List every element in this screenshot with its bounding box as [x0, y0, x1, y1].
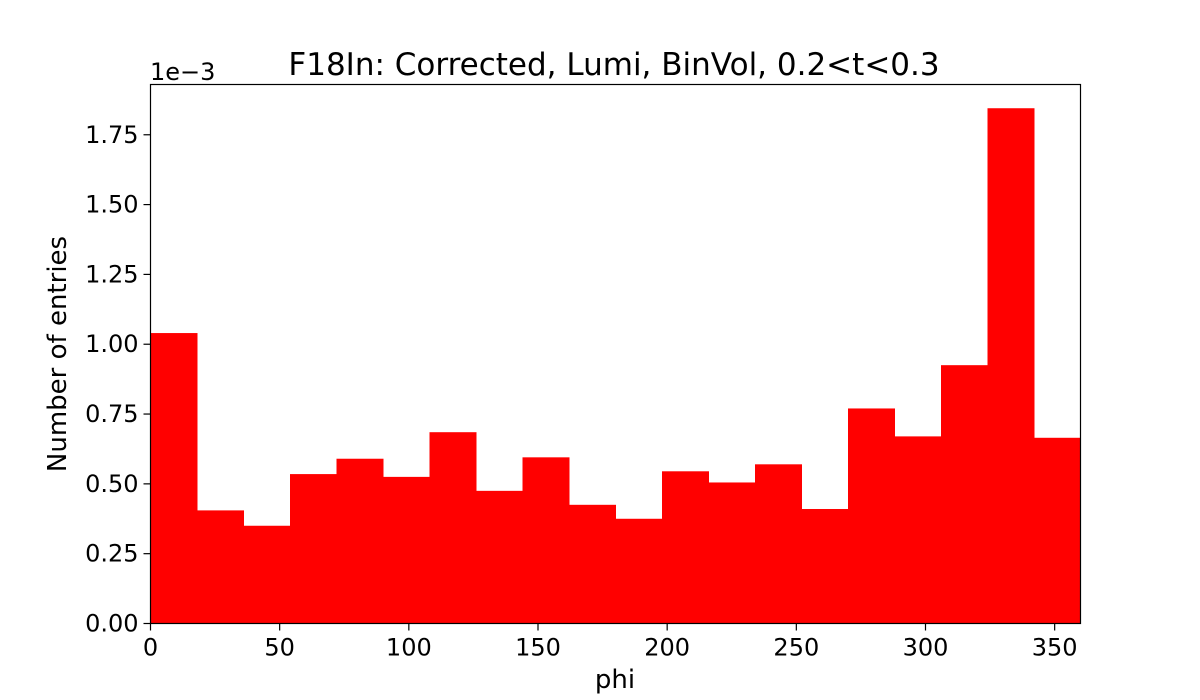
chart-title: F18In: Corrected, Lumi, BinVol, 0.2<t<0.… — [288, 47, 939, 83]
histogram-bar — [522, 457, 570, 624]
histogram-bar — [1034, 437, 1081, 624]
x-tick-label: 200 — [644, 634, 690, 662]
y-tick-label: 1.25 — [85, 260, 138, 288]
histogram-bar — [615, 518, 663, 624]
histogram-bar — [987, 108, 1035, 624]
x-tick-label: 150 — [515, 634, 561, 662]
histogram-bar — [429, 432, 477, 624]
x-ticks: 0 50 100 150 200 250 300 350 — [143, 623, 1078, 662]
histogram-bar — [894, 436, 942, 624]
bars-group — [150, 108, 1081, 624]
x-tick-label: 350 — [1032, 634, 1078, 662]
y-tick-label: 0.25 — [85, 540, 138, 568]
y-ticks: 0.00 0.25 0.50 0.75 1.00 1.25 1.50 1.75 — [85, 121, 151, 638]
plot-frame — [149, 83, 1082, 625]
histogram-bar — [662, 471, 709, 624]
x-axis-label: phi — [595, 665, 635, 695]
y-tick-label: 1.50 — [85, 191, 138, 219]
histogram-bar — [197, 510, 244, 624]
x-tick-label: 250 — [773, 634, 819, 662]
y-tick-label: 0.75 — [85, 400, 138, 428]
histogram-bar — [569, 504, 616, 624]
histogram-bar — [336, 458, 384, 624]
histogram-bar — [383, 476, 430, 624]
histogram-bar — [941, 365, 988, 624]
y-tick-label: 1.75 — [85, 121, 138, 149]
histogram-bar — [755, 464, 802, 624]
histogram-bar — [801, 508, 849, 624]
x-tick-label: 300 — [903, 634, 949, 662]
histogram-bar — [476, 490, 523, 624]
histogram-bar — [150, 333, 198, 624]
y-tick-label: 1.00 — [85, 330, 138, 358]
y-axis-label: Number of entries — [43, 236, 73, 472]
x-tick-label: 100 — [386, 634, 432, 662]
y-tick-label: 0.00 — [85, 610, 138, 638]
x-tick-label: 0 — [143, 634, 158, 662]
y-offset-text: 1e−3 — [150, 58, 215, 86]
y-tick-label: 0.50 — [85, 470, 138, 498]
histogram-bar — [243, 525, 291, 624]
histogram-bar — [848, 408, 895, 624]
histogram-bar — [708, 482, 756, 624]
histogram-bar — [290, 474, 337, 624]
x-tick-label: 50 — [264, 634, 295, 662]
